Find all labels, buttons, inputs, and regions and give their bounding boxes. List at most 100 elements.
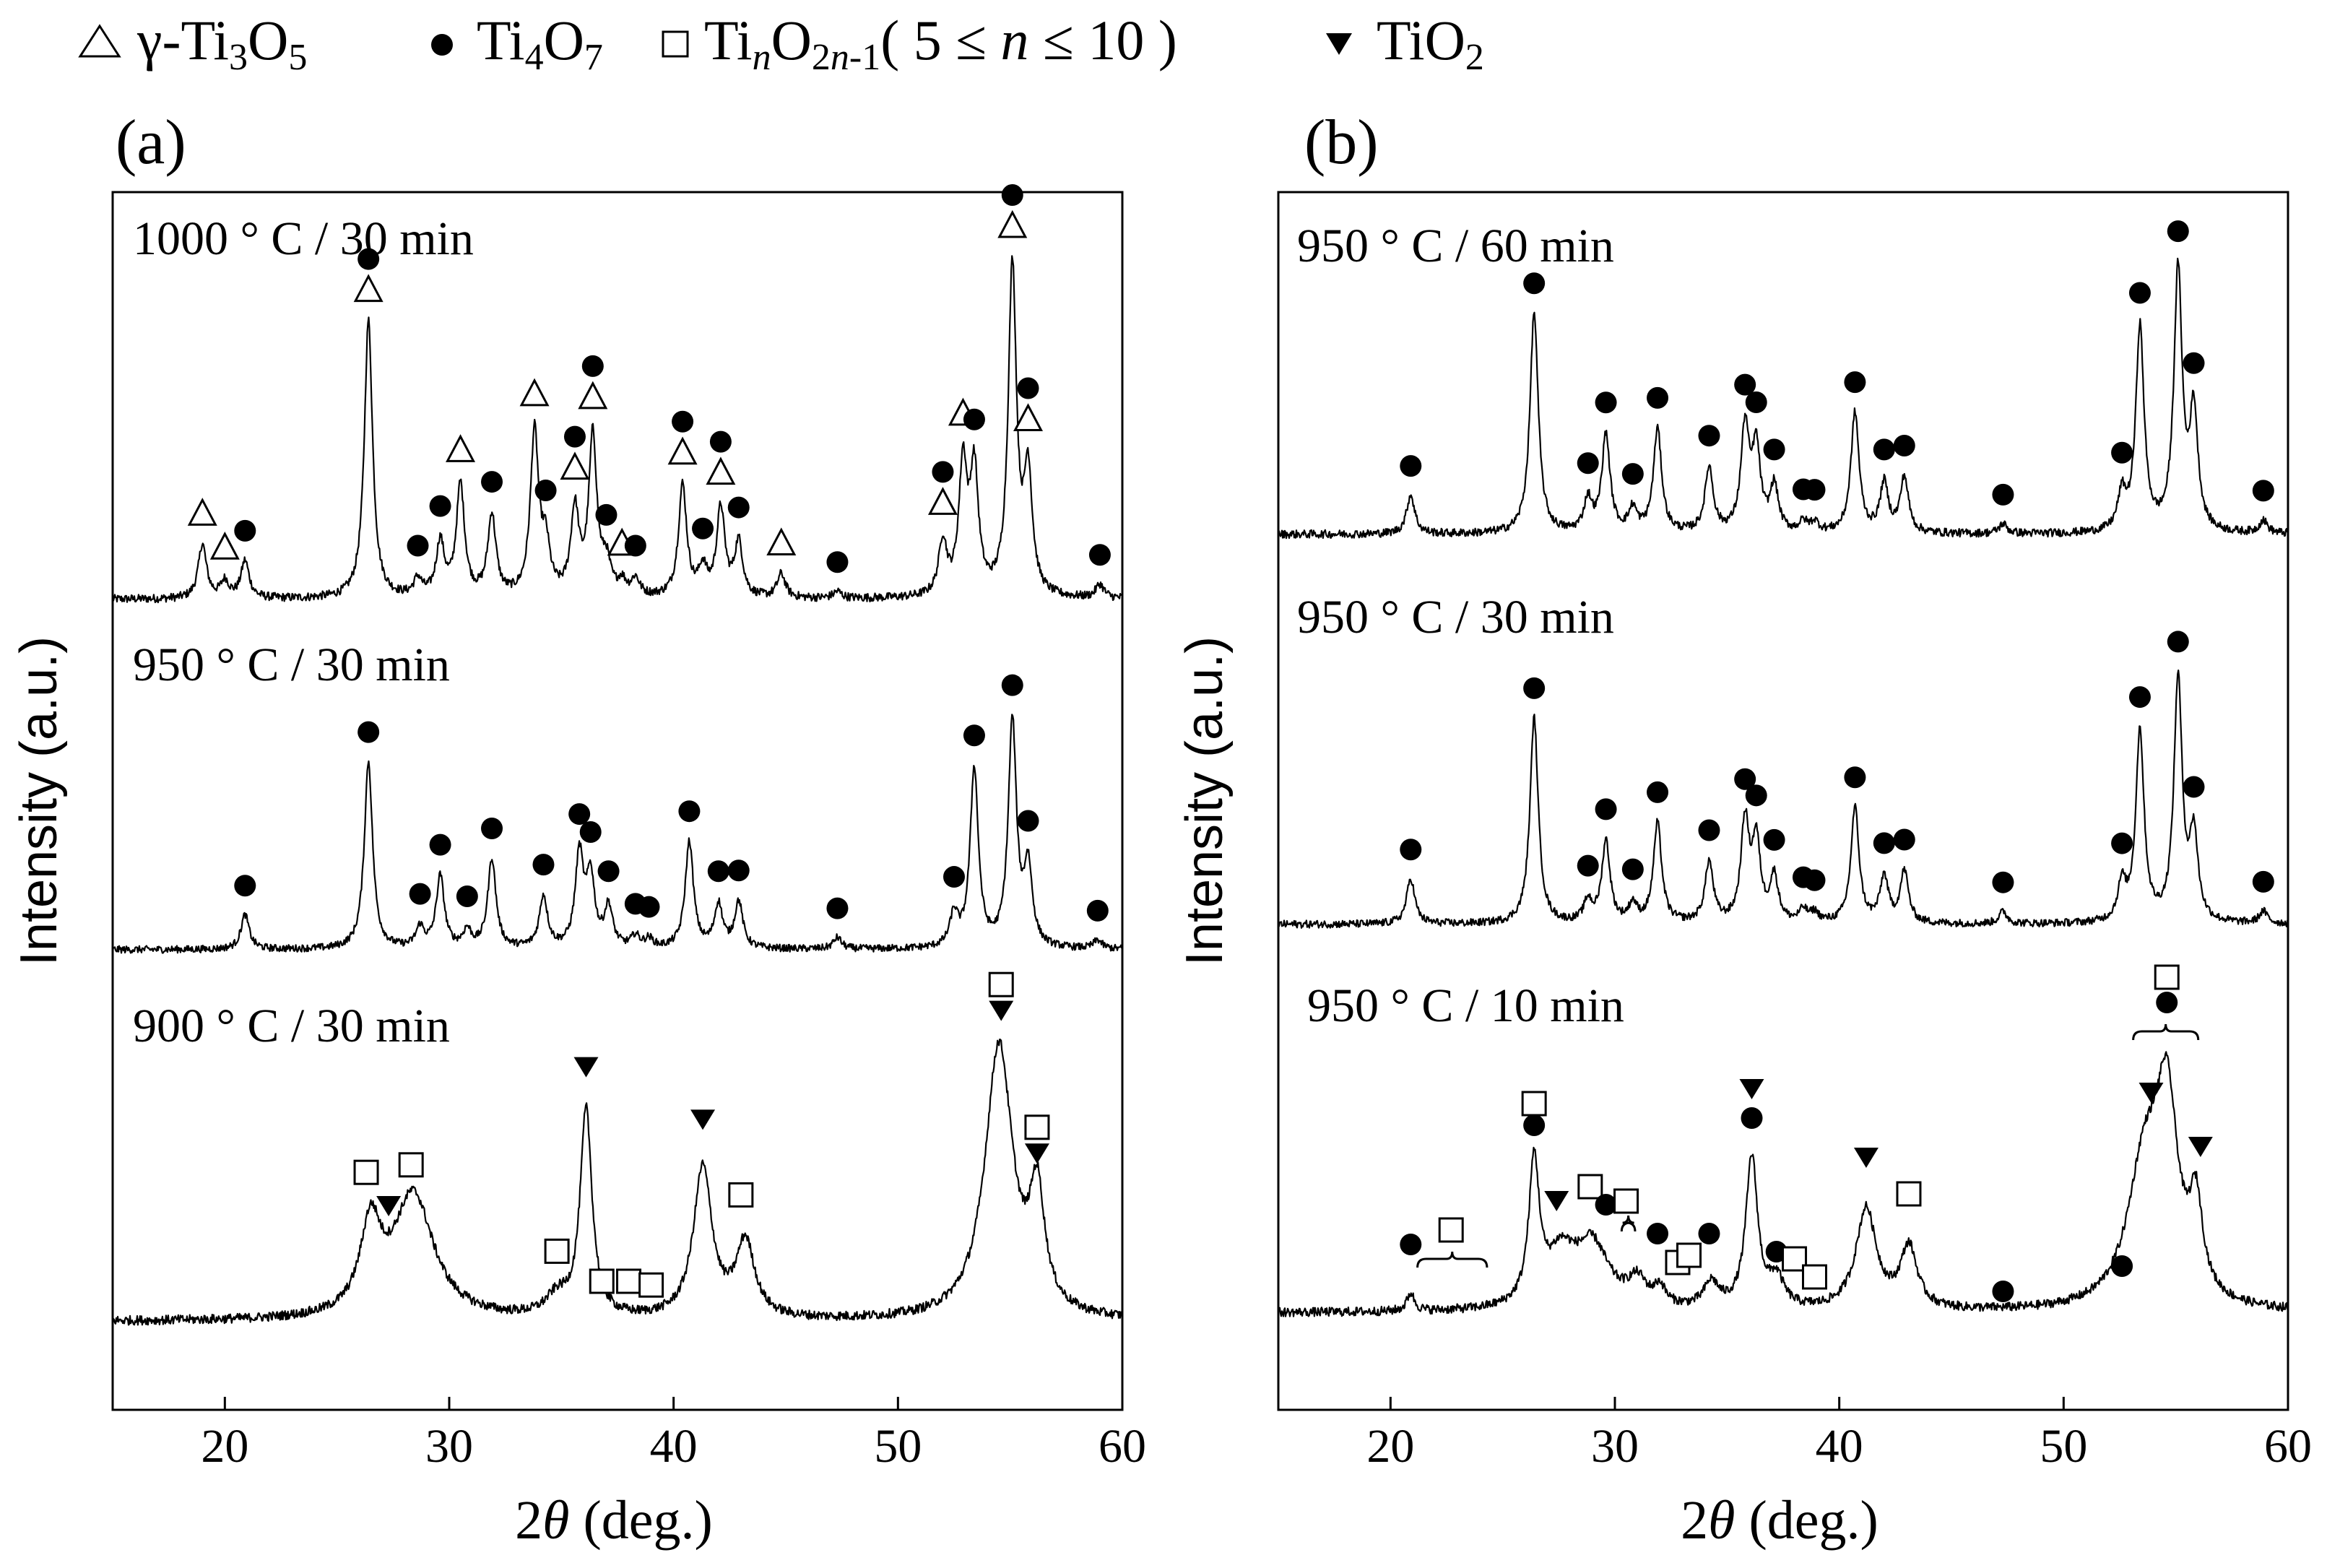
phase-marker-ti4o7 (1873, 438, 1895, 461)
phase-marker-gamma-ti3o5 (766, 527, 797, 556)
phase-marker-ti4o7 (2156, 992, 2178, 1013)
phase-marker-tino2n-1 (1896, 1181, 1922, 1207)
panel-b-label: (b) (1304, 108, 1379, 178)
phase-marker-tio2 (1024, 1143, 1049, 1164)
phase-marker-ti4o7 (943, 866, 965, 888)
phase-marker-ti4o7 (826, 551, 849, 573)
legend: γ-Ti3O5 Ti4O7 TinO2n-1( 5 ≤ n ≤ 10 ) TiO… (78, 9, 1484, 78)
phase-marker-ti4o7 (963, 408, 985, 430)
panel-a-markers (187, 184, 1111, 1298)
triangle-open-icon (78, 24, 121, 58)
x-tick-label-20: 20 (201, 1420, 248, 1473)
phase-marker-gamma-ti3o5 (353, 274, 384, 303)
phase-marker-tio2 (1739, 1079, 1764, 1099)
phase-marker-tio2 (989, 1000, 1014, 1021)
phase-marker-ti4o7 (358, 248, 380, 270)
phase-marker-tio2 (690, 1109, 716, 1130)
x-tick-label-50: 50 (874, 1420, 922, 1473)
phase-marker-ti4o7 (2167, 220, 2189, 243)
panel-a-label: (a) (116, 108, 186, 178)
bracket-2 (2132, 1023, 2200, 1041)
phase-marker-gamma-ti3o5 (209, 532, 240, 560)
phase-marker-ti4o7 (1400, 839, 1422, 861)
phase-marker-tino2n-1 (398, 1152, 424, 1178)
phase-marker-tino2n-1 (616, 1268, 642, 1294)
x-tick-label-30: 30 (1591, 1420, 1639, 1473)
phase-marker-ti4o7 (2252, 870, 2274, 893)
phase-marker-tino2n-1 (1801, 1264, 1827, 1290)
phase-marker-ti4o7 (826, 897, 849, 919)
trace-1000-c-30-min (111, 255, 1123, 604)
phase-marker-ti4o7 (1893, 435, 1915, 457)
phase-marker-ti4o7 (429, 833, 451, 856)
phase-marker-ti4o7 (358, 721, 380, 743)
phase-marker-ti4o7 (1017, 377, 1039, 399)
phase-marker-ti4o7 (1803, 869, 1826, 891)
phase-marker-ti4o7 (1803, 479, 1826, 501)
phase-marker-ti4o7 (481, 817, 503, 839)
phase-marker-tino2n-1 (353, 1159, 379, 1185)
panel-b-curve-label-950c-60min: 950 ° C / 60 min (1297, 220, 1614, 272)
phase-marker-gamma-ti3o5 (578, 381, 608, 410)
phase-marker-ti4o7 (1992, 871, 2014, 893)
phase-marker-ti4o7 (638, 896, 660, 918)
phase-marker-tino2n-1 (728, 1182, 754, 1208)
panel-b-curve-label-950c-30min: 950 ° C / 30 min (1297, 591, 1614, 644)
phase-marker-ti4o7 (1745, 391, 1767, 414)
panel-b-markers (1400, 220, 2274, 1302)
phase-marker-ti4o7 (709, 430, 732, 453)
panel-a-plot-frame (111, 191, 1124, 1411)
panel-b-curve-label-950c-10min: 950 ° C / 10 min (1307, 979, 1624, 1032)
phase-marker-tio2 (1544, 1191, 1569, 1211)
phase-marker-ti4o7 (1595, 798, 1617, 820)
phase-marker-gamma-ti3o5 (187, 498, 217, 526)
phase-marker-ti4o7 (1086, 899, 1109, 922)
phase-marker-ti4o7 (1621, 463, 1644, 485)
phase-marker-ti4o7 (2183, 776, 2205, 798)
square-open-icon (662, 30, 689, 58)
phase-marker-ti4o7 (1698, 425, 1720, 447)
legend-item-ti4o7: Ti4O7 (431, 9, 603, 78)
panel-a-x-ticks: 20 30 40 50 60 (201, 1397, 1146, 1473)
phase-marker-ti4o7 (234, 519, 256, 542)
phase-marker-ti4o7 (1647, 781, 1669, 803)
phase-marker-gamma-ti3o5 (1013, 403, 1044, 431)
x-tick-label-40: 40 (650, 1420, 698, 1473)
phase-marker-ti4o7 (1400, 455, 1422, 477)
phase-marker-ti4o7 (1844, 766, 1866, 789)
phase-marker-tino2n-1 (1782, 1246, 1808, 1272)
phase-marker-ti4o7 (579, 820, 602, 843)
triangle-down-filled-icon (1326, 33, 1352, 55)
legend-label-ti4o7: Ti4O7 (477, 9, 603, 78)
phase-marker-ti4o7 (1088, 544, 1111, 566)
phase-marker-tio2 (376, 1196, 402, 1216)
phase-marker-tio2 (2188, 1137, 2213, 1157)
phase-marker-tio2 (1853, 1148, 1878, 1168)
panel-a-traces (111, 255, 1124, 1326)
phase-marker-ti4o7 (1647, 1223, 1669, 1244)
phase-marker-gamma-ti3o5 (519, 378, 550, 407)
x-tick-label-50: 50 (2040, 1420, 2087, 1473)
phase-marker-ti4o7 (481, 471, 503, 493)
panel-b-x-axis-label: 2θ (deg.) (1681, 1490, 1878, 1551)
phase-marker-ti4o7 (2111, 441, 2133, 464)
phase-marker-ti4o7 (568, 803, 591, 826)
legend-item-tino2n-1: TinO2n-1( 5 ≤ n ≤ 10 ) (662, 9, 1177, 78)
phase-marker-gamma-ti3o5 (997, 209, 1028, 238)
phase-marker-ti4o7 (1873, 832, 1895, 854)
phase-marker-tino2n-1 (1577, 1174, 1603, 1200)
x-tick-label-30: 30 (425, 1420, 473, 1473)
phase-marker-tino2n-1 (1521, 1091, 1547, 1117)
phase-marker-ti4o7 (534, 479, 557, 501)
x-tick-label-60: 60 (1098, 1420, 1146, 1473)
legend-label-tio2: TiO2 (1377, 9, 1484, 78)
panel-b: (b) Intensity (a.u.) 2θ (deg.) 20 30 40 50 6… (1176, 108, 2312, 1551)
panel-b-plot-frame (1277, 191, 2289, 1411)
panel-b-x-ticks: 20 30 40 50 60 (1366, 1397, 2312, 1473)
phase-marker-ti4o7 (2252, 480, 2274, 502)
legend-item-tio2: TiO2 (1326, 9, 1484, 78)
phase-marker-ti4o7 (597, 860, 620, 883)
legend-label-gamma-ti3o5: γ-Ti3O5 (136, 9, 307, 78)
phase-marker-ti4o7 (692, 517, 714, 540)
